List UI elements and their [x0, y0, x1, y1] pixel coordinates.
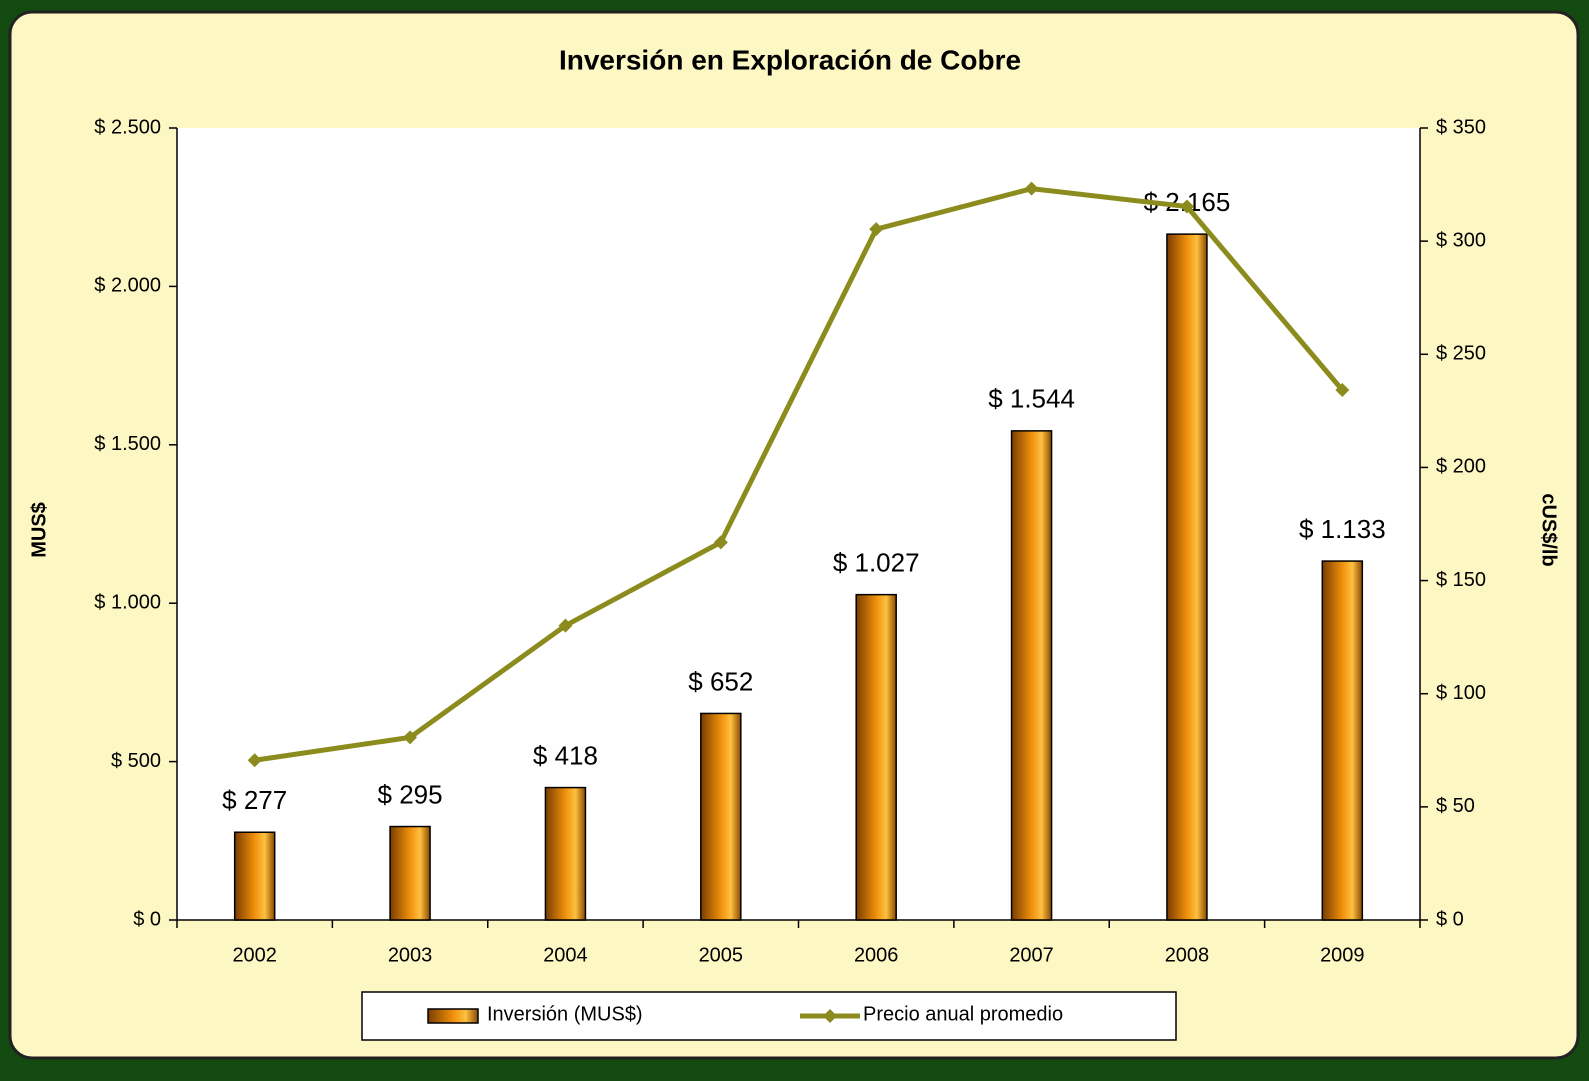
marker — [558, 618, 573, 633]
y2-tick-label: $ 150 — [1436, 569, 1486, 591]
x-tick-label: 2004 — [543, 944, 588, 966]
x-tick-label: 2005 — [699, 944, 744, 966]
data-label: $ 652 — [688, 666, 753, 696]
bar — [544, 786, 587, 921]
legend-label: Precio anual promedio — [863, 1003, 1063, 1025]
y2-tick-label: $ 100 — [1436, 682, 1486, 704]
marker — [1024, 181, 1039, 196]
data-label: $ 277 — [222, 785, 287, 815]
x-tick-label: 2007 — [1009, 944, 1054, 966]
legend-marker — [823, 1009, 837, 1023]
data-label: $ 418 — [533, 740, 598, 770]
bar — [855, 593, 897, 921]
y-tick-label: $ 2.500 — [94, 116, 161, 138]
bar — [1321, 560, 1364, 921]
y2-tick-label: $ 50 — [1436, 795, 1475, 817]
y2-axis-label: cUS$/lb — [1538, 493, 1560, 566]
marker — [1179, 199, 1194, 214]
legend-label: Inversión (MUS$) — [487, 1003, 643, 1025]
x-tick-label: 2008 — [1165, 944, 1210, 966]
x-tick-label: 2003 — [388, 944, 433, 966]
y-tick-label: $ 0 — [133, 908, 161, 930]
y2-tick-label: $ 250 — [1436, 343, 1486, 365]
marker — [1335, 383, 1350, 398]
bar — [1166, 233, 1208, 921]
bar — [389, 825, 431, 921]
bar — [233, 831, 276, 921]
bar — [700, 712, 742, 921]
y-axis-label: MUS$ — [28, 502, 50, 558]
chart-title: Inversión en Exploración de Cobre — [559, 44, 1021, 75]
data-label: $ 1.027 — [833, 548, 920, 578]
x-tick-label: 2002 — [232, 944, 277, 966]
y-tick-label: $ 500 — [111, 750, 161, 772]
marker — [247, 753, 262, 768]
bar — [1010, 430, 1053, 921]
marker — [869, 222, 884, 237]
legend — [361, 991, 1177, 1041]
marker — [713, 535, 728, 550]
legend-swatch — [427, 1008, 479, 1024]
data-label: $ 1.544 — [988, 384, 1075, 414]
line — [254, 186, 1345, 763]
y-tick-label: $ 2.000 — [94, 275, 161, 297]
y2-tick-label: $ 0 — [1436, 908, 1464, 930]
x-tick-label: 2006 — [854, 944, 899, 966]
y-tick-label: $ 1.500 — [94, 433, 161, 455]
y-tick-label: $ 1.000 — [94, 591, 161, 613]
x-tick-label: 2009 — [1320, 944, 1365, 966]
data-label: $ 295 — [378, 779, 443, 809]
plot-area — [177, 128, 1420, 920]
marker — [403, 730, 418, 745]
y2-tick-label: $ 200 — [1436, 456, 1486, 478]
y2-tick-label: $ 350 — [1436, 116, 1486, 138]
data-label: $ 1.133 — [1299, 514, 1386, 544]
y2-tick-label: $ 300 — [1436, 229, 1486, 251]
